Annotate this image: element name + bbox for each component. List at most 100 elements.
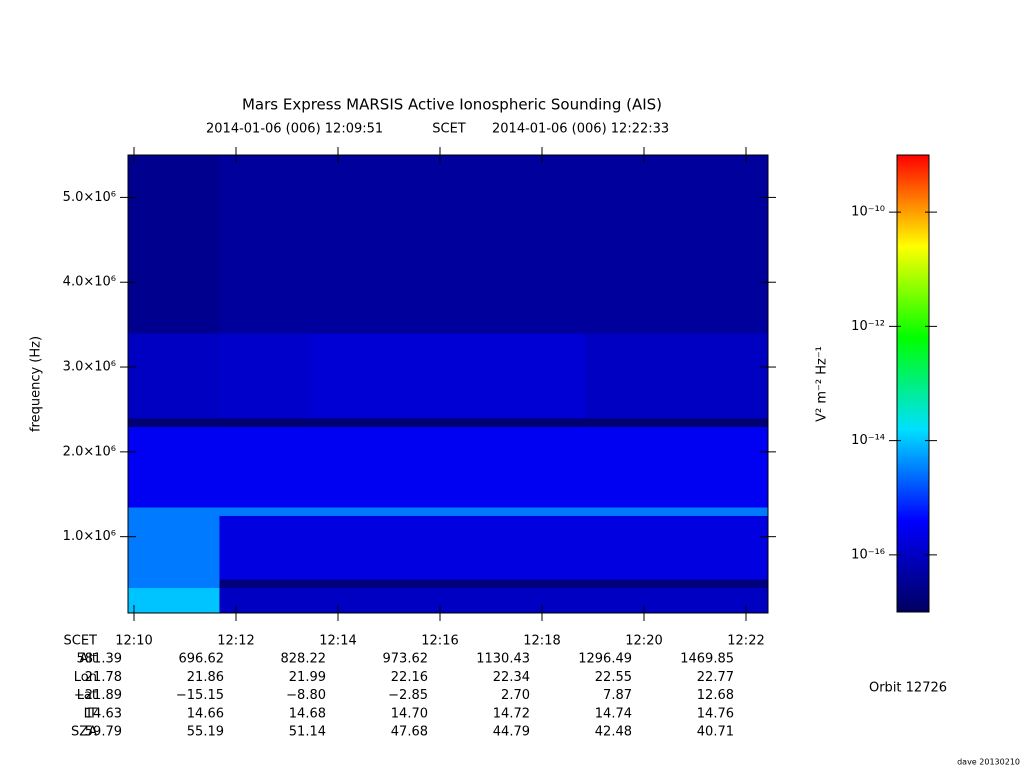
subtitle-start: 2014-01-06 (006) 12:09:51 <box>206 122 383 137</box>
ephemeris-value: 1296.49 <box>578 652 632 667</box>
heatmap-cell <box>676 155 769 334</box>
heatmap-cell <box>676 579 769 589</box>
heatmap-cell <box>493 587 586 614</box>
heatmap-cell <box>493 506 586 516</box>
heatmap-cell <box>310 515 403 580</box>
subtitle-end: 2014-01-06 (006) 12:22:33 <box>492 122 669 137</box>
heatmap-cell <box>128 426 220 508</box>
heatmap-cell <box>676 506 769 516</box>
y-tick-label: 1.0×10⁶ <box>63 529 116 544</box>
heatmap-cell <box>402 426 495 508</box>
y-tick-label: 5.0×10⁶ <box>63 190 116 205</box>
colorbar-tick-label: 10⁻¹⁰ <box>851 205 885 220</box>
ephemeris-value: 22.77 <box>697 670 734 685</box>
ephemeris-value: 973.62 <box>383 652 429 667</box>
heatmap-cell <box>493 417 586 427</box>
heatmap-cell <box>402 579 495 589</box>
colorbar-tick-label: 10⁻¹⁴ <box>851 433 885 448</box>
ephemeris-value: −21.89 <box>74 688 122 703</box>
ephemeris-value: 59.79 <box>85 725 122 740</box>
heatmap-cell <box>128 587 220 614</box>
ephemeris-value: 12.68 <box>697 688 734 703</box>
ephemeris-value: 40.71 <box>697 725 734 740</box>
ephemeris-value: 581.39 <box>77 652 123 667</box>
ephemeris-value: −8.80 <box>286 688 326 703</box>
heatmap-cell <box>128 417 220 427</box>
ephemeris-value: 1130.43 <box>476 652 530 667</box>
ephemeris-value: 22.16 <box>391 670 428 685</box>
ephemeris-value: 21.78 <box>85 670 122 685</box>
heatmap-cell <box>585 155 678 334</box>
heatmap-cell <box>310 417 403 427</box>
heatmap-cell <box>585 417 678 427</box>
x-tick-label: 12:22 <box>727 634 764 649</box>
heatmap-cell <box>219 506 312 516</box>
ephemeris-value: 22.34 <box>493 670 530 685</box>
colorbar-tick-label: 10⁻¹⁶ <box>851 547 885 562</box>
ephemeris-value: −15.15 <box>176 688 224 703</box>
ephemeris-value: 51.14 <box>289 725 326 740</box>
heatmap-cell <box>128 515 220 580</box>
heatmap-cell <box>585 333 678 419</box>
subtitle-mid: SCET <box>432 122 466 137</box>
ephemeris-value: 2.70 <box>501 688 530 703</box>
y-axis-label: frequency (Hz) <box>29 336 44 432</box>
heatmap-cell <box>585 587 678 614</box>
ephemeris-value: 14.74 <box>595 706 632 721</box>
heatmap-cell <box>493 155 586 334</box>
heatmap-cell <box>585 506 678 516</box>
ephemeris-value: 14.68 <box>289 706 326 721</box>
chart-title: Mars Express MARSIS Active Ionospheric S… <box>242 96 662 114</box>
heatmap-cell <box>219 587 312 614</box>
heatmap-cell <box>219 333 312 419</box>
ephemeris-value: 14.63 <box>85 706 122 721</box>
y-tick-label: 4.0×10⁶ <box>63 275 116 290</box>
heatmap-cell <box>585 515 678 580</box>
heatmap-cell <box>585 426 678 508</box>
heatmap-cell <box>402 515 495 580</box>
ephemeris-value: 47.68 <box>391 725 428 740</box>
ephemeris-value: 55.19 <box>187 725 224 740</box>
ephemeris-row-label: Lat <box>77 688 97 703</box>
heatmap-cell <box>128 155 220 334</box>
x-tick-label: 12:14 <box>319 634 356 649</box>
x-tick-label: 12:18 <box>523 634 560 649</box>
heatmap-cell <box>219 579 312 589</box>
x-tick-label: 12:20 <box>625 634 662 649</box>
heatmap-cell <box>128 506 220 516</box>
ephemeris-value: 1469.85 <box>680 652 734 667</box>
ephemeris-row-label: SZA <box>71 725 97 740</box>
ephemeris-value: 21.99 <box>289 670 326 685</box>
ephemeris-row-label: Lon <box>74 670 97 685</box>
heatmap-cell <box>310 426 403 508</box>
y-tick-label: 3.0×10⁶ <box>63 360 116 375</box>
heatmap-cell <box>585 579 678 589</box>
ephemeris-row-label: SCET <box>64 634 98 649</box>
heatmap-cell <box>219 515 312 580</box>
heatmap-cell <box>402 417 495 427</box>
heatmap-cell <box>493 426 586 508</box>
ephemeris-value: 14.76 <box>697 706 734 721</box>
ephemeris-value: 7.87 <box>603 688 632 703</box>
heatmap-cell <box>493 333 586 419</box>
heatmap-cell <box>676 417 769 427</box>
ephemeris-value: −2.85 <box>388 688 428 703</box>
heatmap-cell <box>493 579 586 589</box>
ephemeris-value: 22.55 <box>595 670 632 685</box>
heatmap-cell <box>310 506 403 516</box>
heatmap-cell <box>310 587 403 614</box>
orbit-label: Orbit 12726 <box>869 681 947 696</box>
colorbar <box>896 154 930 613</box>
ephemeris-row-label: LT <box>84 706 97 721</box>
ephemeris-value: 42.48 <box>595 725 632 740</box>
ephemeris-value: 696.62 <box>179 652 225 667</box>
ephemeris-value: 14.72 <box>493 706 530 721</box>
plot-frame <box>127 154 769 614</box>
ephemeris-value: 14.70 <box>391 706 428 721</box>
x-tick-label: 12:16 <box>421 634 458 649</box>
ephemeris-row-label: Alt <box>79 652 97 667</box>
heatmap-cell <box>676 333 769 419</box>
heatmap-cell <box>402 333 495 419</box>
footer: dave 20130210 <box>957 758 1020 767</box>
